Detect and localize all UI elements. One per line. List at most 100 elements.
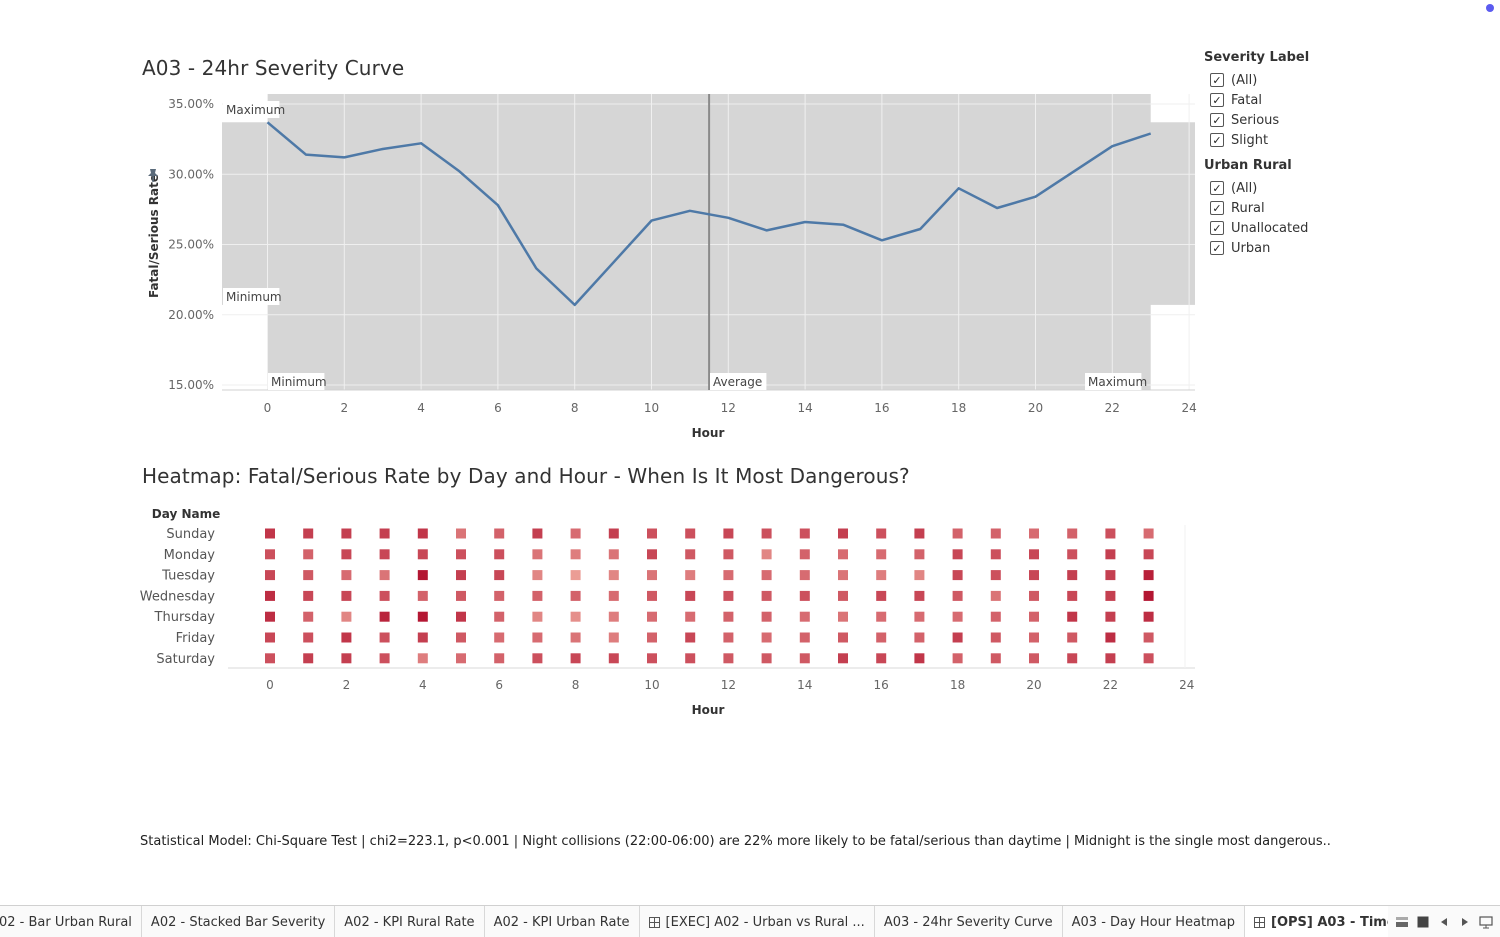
heat-cell[interactable] [417, 590, 428, 601]
heat-cell[interactable] [685, 528, 696, 539]
heat-cell[interactable] [1067, 549, 1078, 560]
heat-cell[interactable] [723, 611, 734, 622]
heat-cell[interactable] [379, 632, 390, 643]
heat-cell[interactable] [1143, 570, 1154, 581]
heat-cell[interactable] [838, 570, 848, 581]
heat-cell[interactable] [990, 549, 1001, 560]
heat-cell[interactable] [1029, 549, 1039, 560]
heat-cell[interactable] [456, 632, 466, 643]
heat-cell[interactable] [1029, 632, 1039, 643]
heat-cell[interactable] [303, 549, 314, 560]
heat-cell[interactable] [341, 653, 352, 664]
heat-cell[interactable] [1105, 570, 1116, 581]
heat-cell[interactable] [494, 528, 505, 539]
heat-cell[interactable] [265, 590, 275, 601]
severity-rate-line[interactable] [266, 121, 1152, 307]
heat-cell[interactable] [1029, 528, 1039, 539]
heat-cell[interactable] [265, 528, 275, 539]
heat-cell[interactable] [1143, 590, 1154, 601]
data-point[interactable] [726, 216, 730, 220]
heat-cell[interactable] [456, 549, 466, 560]
heat-cell[interactable] [570, 590, 581, 601]
heat-cell[interactable] [532, 653, 543, 664]
heat-cell[interactable] [341, 570, 352, 581]
urban-rural-option[interactable]: ✓ (All) [1204, 178, 1374, 198]
day-hour-heatmap[interactable]: Day Name Sunday Monday Tuesday Wednesday Thur… [0, 495, 1500, 735]
heat-cell[interactable] [761, 549, 772, 560]
heat-cell[interactable] [1143, 611, 1154, 622]
heat-cell[interactable] [990, 570, 1001, 581]
data-point[interactable] [765, 228, 769, 232]
heat-cell[interactable] [799, 632, 810, 643]
pin-icon[interactable] [148, 169, 158, 182]
heat-cell[interactable] [532, 570, 543, 581]
heat-cell[interactable] [1067, 611, 1078, 622]
heat-cell[interactable] [494, 549, 505, 560]
checkbox-checked-icon[interactable]: ✓ [1210, 133, 1224, 147]
data-point[interactable] [534, 266, 538, 270]
heat-cell[interactable] [952, 590, 963, 601]
heat-cell[interactable] [456, 653, 466, 664]
heat-cell[interactable] [761, 590, 772, 601]
heat-cell[interactable] [647, 632, 657, 643]
heat-cell[interactable] [990, 590, 1001, 601]
heat-cell[interactable] [532, 611, 543, 622]
heat-cell[interactable] [570, 528, 581, 539]
heat-cell[interactable] [608, 570, 619, 581]
heat-cell[interactable] [647, 590, 657, 601]
heat-cell[interactable] [379, 590, 390, 601]
heat-cell[interactable] [1105, 590, 1116, 601]
checkbox-checked-icon[interactable]: ✓ [1210, 181, 1224, 195]
heat-cell[interactable] [761, 632, 772, 643]
heat-cell[interactable] [685, 632, 696, 643]
data-point[interactable] [688, 209, 692, 213]
heat-cell[interactable] [876, 549, 887, 560]
heat-cell[interactable] [1105, 632, 1116, 643]
heat-cell[interactable] [303, 653, 314, 664]
heat-cell[interactable] [1067, 653, 1078, 664]
heat-cell[interactable] [456, 570, 466, 581]
heat-cell[interactable] [1143, 528, 1154, 539]
sheet-tab[interactable]: [EXEC] A02 - Urban vs Rural ... [640, 906, 875, 937]
sheet-tab[interactable]: A03 - Day Hour Heatmap [1063, 906, 1245, 937]
heat-cell[interactable] [379, 528, 390, 539]
heat-cell[interactable] [1029, 653, 1039, 664]
heat-cell[interactable] [570, 653, 581, 664]
data-point[interactable] [573, 303, 577, 307]
heat-cell[interactable] [876, 570, 887, 581]
heat-cell[interactable] [341, 632, 352, 643]
heat-cell[interactable] [952, 570, 963, 581]
heat-cell[interactable] [532, 528, 543, 539]
heat-cell[interactable] [685, 549, 696, 560]
heat-cell[interactable] [761, 528, 772, 539]
data-point[interactable] [381, 147, 385, 151]
heat-cell[interactable] [952, 632, 963, 643]
next-sheet-icon[interactable] [1457, 914, 1473, 930]
data-point[interactable] [458, 169, 462, 173]
heat-cell[interactable] [417, 570, 428, 581]
data-point[interactable] [880, 238, 884, 242]
heat-cell[interactable] [608, 611, 619, 622]
heat-cell[interactable] [799, 590, 810, 601]
heat-cell[interactable] [685, 653, 696, 664]
heat-cell[interactable] [1067, 570, 1078, 581]
data-point[interactable] [611, 261, 615, 265]
data-point[interactable] [650, 219, 654, 223]
heat-cell[interactable] [303, 632, 314, 643]
heat-cell[interactable] [532, 549, 543, 560]
presentation-icon[interactable] [1478, 914, 1494, 930]
heat-cell[interactable] [876, 632, 887, 643]
heat-cell[interactable] [532, 590, 543, 601]
severity-option[interactable]: ✓ (All) [1204, 70, 1374, 90]
heat-cell[interactable] [685, 611, 696, 622]
heat-cell[interactable] [417, 653, 428, 664]
heat-cell[interactable] [456, 590, 466, 601]
severity-curve-chart[interactable]: 35.00%30.00%25.00%20.00%15.00%0 2 4 6 8 10 12 1… [0, 0, 1500, 450]
heat-cell[interactable] [379, 549, 390, 560]
data-point[interactable] [419, 141, 423, 145]
heat-cell[interactable] [952, 528, 963, 539]
heat-cell[interactable] [952, 611, 963, 622]
heat-cell[interactable] [723, 653, 734, 664]
data-point[interactable] [995, 206, 999, 210]
heat-cell[interactable] [608, 528, 619, 539]
